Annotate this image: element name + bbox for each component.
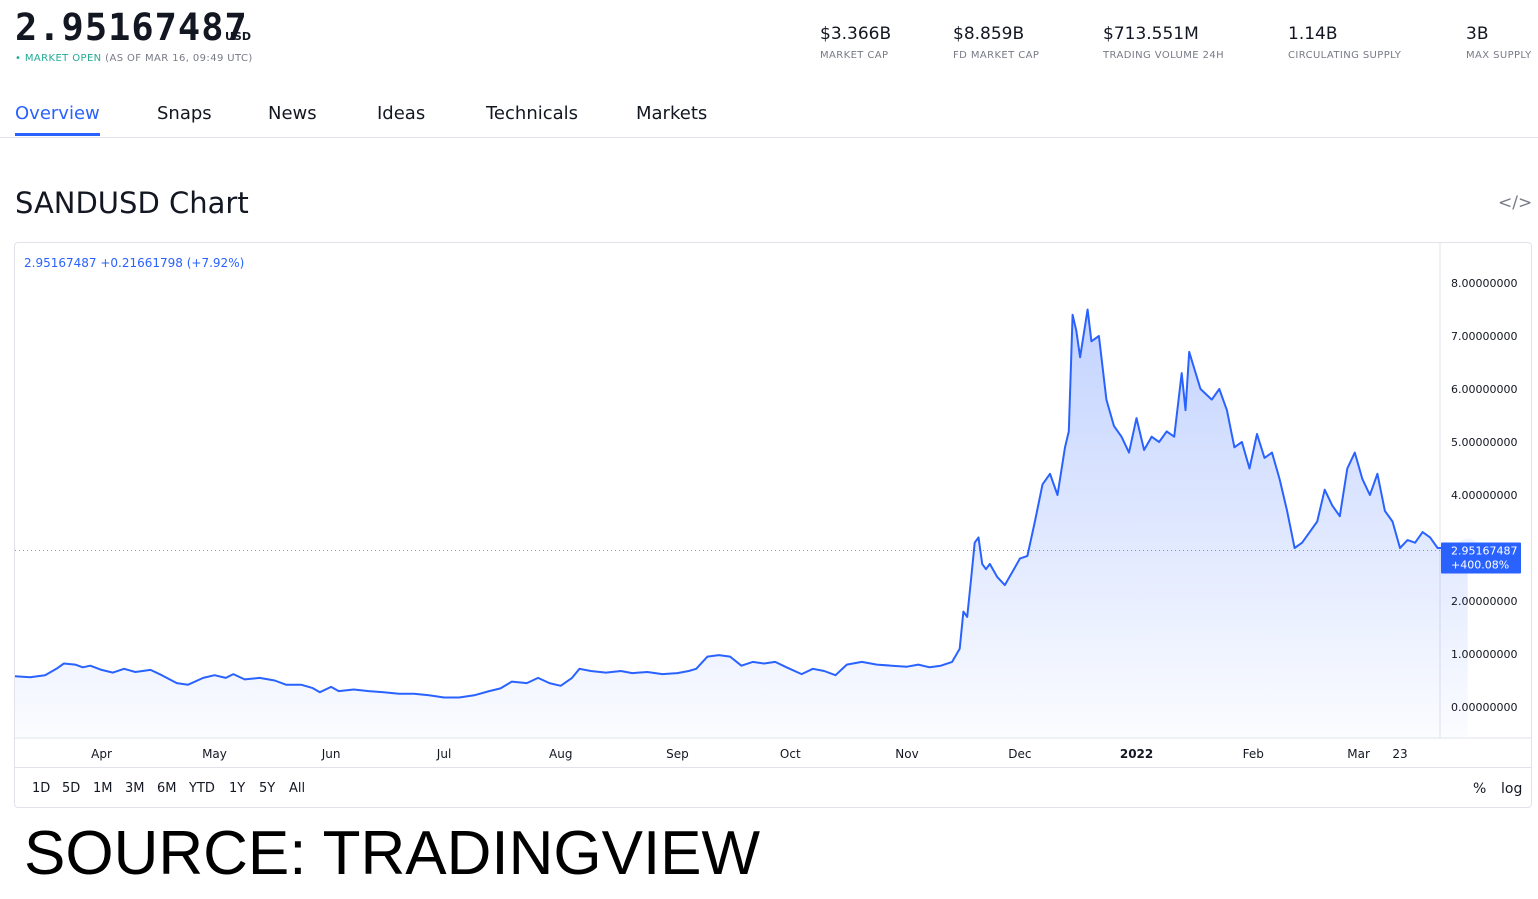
price-area-fill — [15, 309, 1468, 737]
y-tick-label: 7.00000000 — [1451, 330, 1517, 343]
y-tick-label: 6.00000000 — [1451, 383, 1517, 396]
y-tick-label: 1.00000000 — [1451, 648, 1517, 661]
range-5y[interactable]: 5Y — [259, 781, 276, 796]
stat-max-supply: 3B MAX SUPPLY — [1466, 24, 1532, 61]
x-tick-label: 2022 — [1120, 747, 1153, 761]
chart-title: SANDUSD Chart — [15, 186, 249, 220]
tab-technicals[interactable]: Technicals — [486, 103, 579, 124]
code-embed-icon[interactable]: </> — [1498, 193, 1533, 213]
stat-label: CIRCULATING SUPPLY — [1288, 50, 1402, 61]
tab-overview[interactable]: Overview — [15, 103, 100, 136]
y-tick-label: 8.00000000 — [1451, 277, 1517, 290]
x-tick-label: Aug — [549, 747, 572, 761]
current-price: 2.95167487 — [15, 6, 248, 49]
range-1m[interactable]: 1M — [93, 781, 113, 796]
stat-label: FD MARKET CAP — [953, 50, 1040, 61]
y-tick-label: 0.00000000 — [1451, 701, 1517, 714]
currency-label: USD — [225, 30, 251, 43]
x-tick-label: Jul — [436, 747, 451, 761]
y-tick-label: 5.00000000 — [1451, 436, 1517, 449]
x-tick-label: Oct — [780, 747, 801, 761]
stat-trading-volume: $713.551M TRADING VOLUME 24H — [1103, 24, 1224, 61]
stat-value: $8.859B — [953, 24, 1025, 44]
price-label-value: 2.95167487 — [1451, 545, 1517, 558]
x-tick-label: May — [202, 747, 227, 761]
y-tick-label: 2.00000000 — [1451, 595, 1517, 608]
x-tick-label: Sep — [666, 747, 689, 761]
stat-value: 1.14B — [1288, 24, 1338, 44]
chart-widget[interactable]: 8.00000000 7.00000000 6.00000000 5.00000000… — [14, 242, 1532, 808]
range-6m[interactable]: 6M — [157, 781, 177, 796]
range-5d[interactable]: 5D — [62, 781, 81, 796]
tab-snaps[interactable]: Snaps — [157, 103, 212, 124]
market-status: • MARKET OPEN (AS OF MAR 16, 09:49 UTC) — [15, 53, 253, 64]
chart-legend: 2.95167487 +0.21661798 (+7.92%) — [24, 256, 245, 270]
stat-label: MARKET CAP — [820, 50, 889, 61]
range-toolbar: 1D 5D 1M 3M 6M YTD 1Y 5Y All % log — [15, 767, 1531, 808]
stat-label: MAX SUPPLY — [1466, 50, 1532, 61]
range-all[interactable]: All — [289, 781, 306, 796]
price-series-line — [15, 308, 1468, 699]
status-timestamp: (AS OF MAR 16, 09:49 UTC) — [105, 53, 253, 64]
x-tick-label: Nov — [895, 747, 918, 761]
range-ytd[interactable]: YTD — [189, 781, 215, 796]
range-3m[interactable]: 3M — [125, 781, 145, 796]
y-tick-label: 4.00000000 — [1451, 489, 1517, 502]
x-tick-label: Mar — [1347, 747, 1370, 761]
stat-circulating-supply: 1.14B CIRCULATING SUPPLY — [1288, 24, 1401, 61]
stat-value: $3.366B — [820, 24, 892, 44]
percent-toggle[interactable]: % — [1473, 781, 1487, 797]
stat-label: TRADING VOLUME 24H — [1103, 50, 1225, 61]
stat-value: $713.551M — [1103, 24, 1199, 44]
price-label-box — [1441, 542, 1521, 574]
tab-markets[interactable]: Markets — [636, 103, 708, 124]
log-toggle[interactable]: log — [1501, 781, 1523, 797]
x-tick-label: Feb — [1243, 747, 1264, 761]
x-tick-label: Dec — [1008, 747, 1031, 761]
price-chart[interactable]: 8.00000000 7.00000000 6.00000000 5.00000000… — [15, 243, 1531, 767]
range-1d[interactable]: 1D — [32, 781, 51, 796]
x-tick-label: Jun — [321, 747, 341, 761]
stat-market-cap: $3.366B MARKET CAP — [820, 24, 891, 61]
tab-news[interactable]: News — [268, 103, 317, 124]
price-label-change: +400.08% — [1451, 559, 1509, 572]
source-caption: SOURCE: TRADINGVIEW — [24, 819, 761, 888]
stat-value: 3B — [1466, 24, 1489, 44]
stat-fd-market-cap: $8.859B FD MARKET CAP — [953, 24, 1039, 61]
tab-ideas[interactable]: Ideas — [377, 103, 426, 124]
tab-bar: Overview Snaps News Ideas Technicals Mar… — [0, 100, 1538, 138]
range-1y[interactable]: 1Y — [229, 781, 246, 796]
x-tick-label: Apr — [91, 747, 112, 761]
x-tick-label: 23 — [1392, 747, 1407, 761]
market-open-label: • MARKET OPEN — [15, 53, 102, 64]
